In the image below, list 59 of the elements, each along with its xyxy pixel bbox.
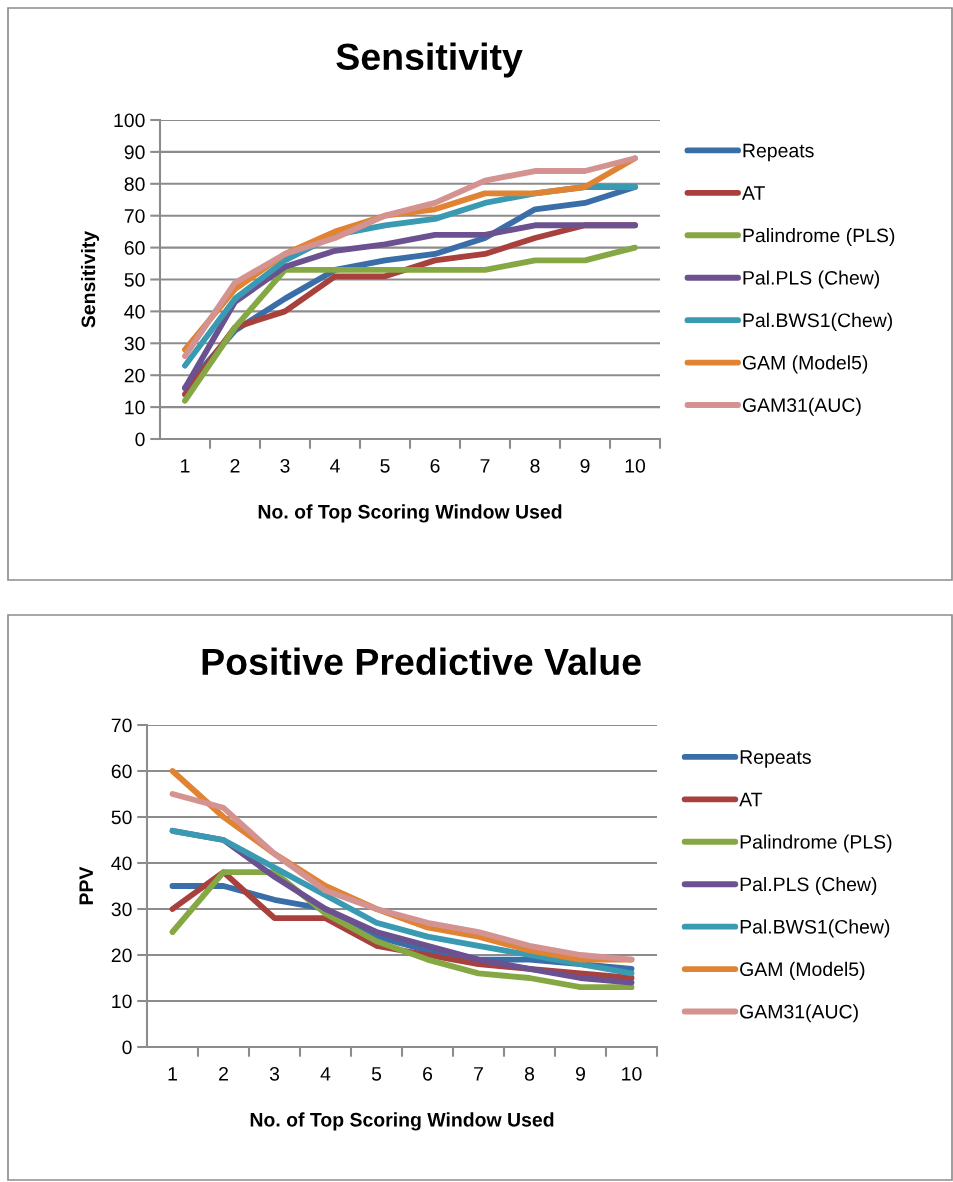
x-tick-label: 1 <box>168 1067 177 1081</box>
y-tick-label: 50 <box>111 810 132 825</box>
y-axis-title: PPV <box>79 866 93 905</box>
y-tick-label: 30 <box>124 336 145 351</box>
legend-label: AT <box>739 792 763 807</box>
x-tick-label: 10 <box>622 1066 642 1081</box>
legend-label: Repeats <box>740 750 811 768</box>
y-tick-label: 20 <box>124 368 145 383</box>
x-tick-label: 4 <box>330 459 340 473</box>
x-tick-label: 5 <box>380 459 390 473</box>
x-tick-label: 10 <box>625 458 646 473</box>
legend-label: Repeats <box>743 143 814 162</box>
y-axis-title: Sensitivity <box>80 230 100 328</box>
y-tick-label: 30 <box>111 902 132 917</box>
y-tick-label: 0 <box>122 1040 132 1055</box>
legend-label: Pal.PLS (Chew) <box>743 270 880 289</box>
x-tick-label: 6 <box>430 458 440 473</box>
chart-title: Sensitivity <box>336 42 523 78</box>
chart-title: Positive Predictive Value <box>202 647 641 676</box>
legend-label: Pal.BWS1(Chew) <box>743 312 893 331</box>
x-tick-label: 8 <box>524 1066 535 1081</box>
legend-label: Palindrome (PLS) <box>743 228 895 247</box>
legend-label: GAM (Model5) <box>742 355 868 374</box>
x-tick-label: 4 <box>320 1067 331 1081</box>
legend-label: Pal.PLS (Chew) <box>740 876 877 896</box>
x-tick-label: 8 <box>530 458 540 473</box>
x-tick-label: 1 <box>181 459 190 473</box>
x-tick-label: 2 <box>230 458 240 473</box>
legend-label: AT <box>741 186 765 200</box>
y-tick-label: 40 <box>124 304 145 319</box>
legend-label: Pal.BWS1(Chew) <box>740 919 890 938</box>
y-tick-label: 50 <box>124 272 145 287</box>
x-axis-title: No. of Top Scoring Window Used <box>258 504 562 523</box>
y-tick-label: 20 <box>111 948 132 963</box>
x-axis-title: No. of Top Scoring Window Used <box>250 1112 554 1131</box>
y-tick-label: 60 <box>124 241 145 255</box>
legend-label: Palindrome (PLS) <box>740 834 892 853</box>
legend-label: GAM (Model5) <box>740 961 865 980</box>
y-tick-label: 60 <box>111 764 132 779</box>
y-tick-label: 90 <box>124 145 145 160</box>
y-tick-label: 80 <box>124 177 145 192</box>
x-tick-label: 9 <box>580 458 590 473</box>
x-tick-label: 2 <box>219 1066 228 1081</box>
x-tick-label: 3 <box>269 1066 280 1081</box>
x-tick-label: 9 <box>576 1066 585 1081</box>
y-tick-label: 40 <box>111 856 132 871</box>
x-tick-label: 6 <box>423 1066 433 1081</box>
y-tick-label: 100 <box>114 113 145 128</box>
y-tick-label: 70 <box>124 209 145 223</box>
x-tick-label: 7 <box>480 459 490 473</box>
y-tick-label: 0 <box>135 432 145 447</box>
y-tick-label: 10 <box>112 994 132 1009</box>
x-tick-label: 5 <box>371 1067 382 1081</box>
x-tick-label: 3 <box>280 458 290 473</box>
legend-label: GAM31(AUC) <box>742 397 861 416</box>
y-tick-label: 10 <box>125 400 145 415</box>
y-tick-label: 70 <box>111 718 132 733</box>
x-tick-label: 7 <box>474 1067 483 1081</box>
legend-label: GAM31(AUC) <box>740 1004 858 1023</box>
